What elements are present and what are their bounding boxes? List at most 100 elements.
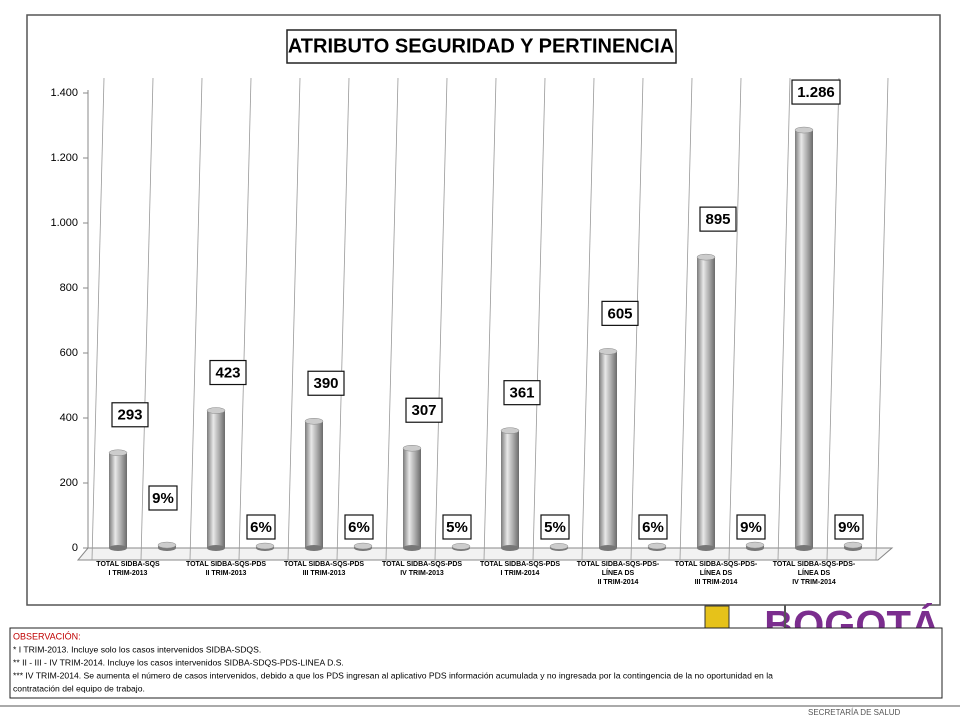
y-tick-label: 1.400 (50, 87, 78, 99)
cylinder (647, 542, 667, 551)
cylinder-body (501, 430, 519, 548)
x-tick-label: TOTAL SIDBA-SQS-PDS (284, 561, 364, 568)
cylinder (402, 444, 422, 551)
data-label-box (503, 380, 541, 406)
x-tick-label: III TRIM-2013 (303, 570, 346, 577)
chart-title: ATRIBUTO SEGURIDAD Y PERTINENCIA (288, 35, 674, 57)
data-label-box (699, 206, 737, 232)
cylinder-top (598, 348, 618, 355)
cylinder-body (305, 421, 323, 548)
cylinder-top (157, 541, 177, 549)
logo-divider (784, 605, 786, 633)
x-tick-label: TOTAL SIDBA-SQS-PDS (382, 561, 462, 568)
grid-line-vertical (189, 77, 203, 561)
data-label: 423 (215, 364, 240, 381)
y-tick-label: 200 (60, 477, 78, 489)
cylinder-base (403, 545, 421, 551)
cylinder-body (795, 130, 813, 549)
cylinder (843, 541, 863, 551)
grid-line-vertical (679, 77, 693, 561)
grid-line-vertical (336, 77, 350, 561)
data-label-box (791, 79, 841, 105)
cylinder (304, 418, 324, 551)
x-tick-label: I TRIM-2014 (501, 570, 540, 577)
data-label-box (148, 485, 178, 511)
x-tick-label: II TRIM-2014 (598, 579, 639, 586)
grid-line-vertical (777, 77, 791, 561)
data-label-box (442, 514, 472, 540)
cylinder (696, 253, 716, 551)
grid-line-vertical (140, 77, 154, 561)
note-line: contratación del equipo de trabajo. (13, 683, 145, 693)
notes-title: OBSERVACIÓN: (13, 631, 81, 641)
cylinder (206, 407, 226, 551)
cylinder-body (109, 452, 127, 548)
data-label: 307 (411, 402, 436, 419)
data-label-box (111, 402, 149, 428)
data-label-box (209, 359, 247, 386)
cylinder-base (109, 545, 127, 551)
data-label-box (405, 397, 443, 423)
grid-line-vertical (483, 77, 497, 561)
cylinder (598, 348, 618, 551)
cylinder (451, 543, 471, 551)
data-label: 293 (117, 407, 142, 424)
grid-line-vertical (238, 77, 252, 561)
chart-frame (26, 14, 941, 606)
cylinder-base (501, 545, 519, 551)
cylinder (500, 427, 520, 551)
grid-line-vertical (91, 77, 105, 561)
x-tick-label: III TRIM-2014 (695, 579, 738, 586)
x-tick-label: LÍNEA DS (798, 568, 831, 577)
data-label-box (601, 300, 639, 326)
data-label-box (246, 514, 276, 540)
grid-line-vertical (434, 77, 448, 561)
note-line: *** IV TRIM-2014. Se aumenta el número d… (13, 670, 773, 680)
x-tick-label: LÍNEA DS (700, 568, 733, 577)
grid-line-vertical (826, 77, 840, 561)
data-label-box (638, 514, 668, 540)
x-tick-label: I TRIM-2013 (109, 570, 148, 577)
cylinder-base (599, 545, 617, 551)
cylinder (745, 541, 765, 551)
grid-line-vertical (287, 77, 301, 561)
cylinder-top (500, 427, 520, 434)
note-line: ** II - III - IV TRIM-2014. Incluye los … (13, 657, 344, 667)
x-tick-label: TOTAL SIDBA-SQS-PDS (480, 561, 560, 568)
cylinder-top (255, 542, 275, 550)
x-tick-label: LÍNEA DS (602, 568, 635, 577)
y-tick-label: 400 (60, 412, 78, 424)
grid-line-vertical (385, 77, 399, 561)
data-label-box (307, 370, 345, 396)
x-tick-label: TOTAL SIDBA-SQS-PDS (186, 561, 266, 568)
cylinder-top (696, 253, 716, 261)
y-tick-label: 600 (60, 347, 78, 359)
cylinder-body (697, 257, 715, 548)
y-tick-label: 0 (72, 542, 78, 554)
cylinder-top (304, 418, 324, 425)
x-tick-label: TOTAL SIDBA-SQS (96, 561, 160, 568)
cylinder-base (795, 545, 813, 551)
data-label: 390 (313, 375, 338, 392)
data-label: 9% (740, 519, 762, 536)
cylinder-top (402, 444, 422, 452)
cylinder-top (794, 126, 814, 134)
notes-box (9, 627, 943, 699)
cylinder (353, 542, 373, 551)
data-label: 895 (705, 211, 730, 228)
data-label: 6% (642, 519, 664, 536)
cylinder (255, 542, 275, 551)
cylinder (157, 541, 177, 551)
floor (76, 547, 894, 561)
cylinder-top (206, 407, 226, 414)
data-label: 1.286 (797, 84, 835, 101)
x-tick-label: IV TRIM-2014 (792, 579, 836, 586)
data-label-box (540, 514, 570, 540)
x-tick-label: TOTAL SIDBA-SQS-PDS- (577, 561, 660, 568)
data-label-box (344, 514, 374, 540)
data-label: 5% (544, 519, 566, 536)
cylinder-body (207, 410, 225, 548)
x-tick-label: IV TRIM-2013 (400, 570, 444, 577)
cylinder-body (403, 448, 421, 548)
